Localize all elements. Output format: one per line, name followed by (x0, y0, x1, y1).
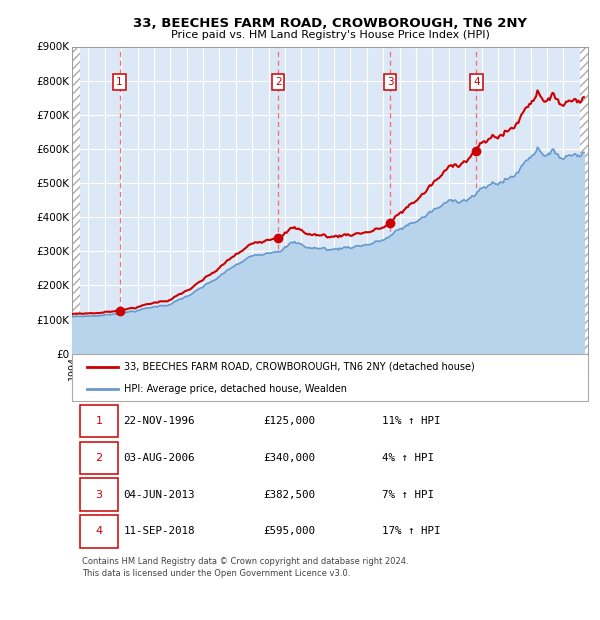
Text: 1: 1 (95, 416, 103, 426)
Text: £595,000: £595,000 (263, 526, 315, 536)
FancyBboxPatch shape (80, 515, 118, 547)
FancyBboxPatch shape (80, 441, 118, 474)
Text: 1: 1 (116, 77, 123, 87)
Text: 17% ↑ HPI: 17% ↑ HPI (382, 526, 440, 536)
Text: HPI: Average price, detached house, Wealden: HPI: Average price, detached house, Weal… (124, 384, 347, 394)
Text: 33, BEECHES FARM ROAD, CROWBOROUGH, TN6 2NY (detached house): 33, BEECHES FARM ROAD, CROWBOROUGH, TN6 … (124, 362, 475, 372)
Text: 11% ↑ HPI: 11% ↑ HPI (382, 416, 440, 426)
Text: £125,000: £125,000 (263, 416, 315, 426)
Text: 7% ↑ HPI: 7% ↑ HPI (382, 490, 434, 500)
Text: 3: 3 (95, 490, 103, 500)
Text: 4: 4 (473, 77, 480, 87)
Text: Price paid vs. HM Land Registry's House Price Index (HPI): Price paid vs. HM Land Registry's House … (170, 30, 490, 40)
Text: Contains HM Land Registry data © Crown copyright and database right 2024.
This d: Contains HM Land Registry data © Crown c… (82, 557, 409, 578)
Bar (72, 46, 80, 353)
Text: £382,500: £382,500 (263, 490, 315, 500)
Text: 03-AUG-2006: 03-AUG-2006 (124, 453, 195, 463)
Text: 3: 3 (387, 77, 394, 87)
FancyBboxPatch shape (80, 405, 118, 437)
Text: £340,000: £340,000 (263, 453, 315, 463)
Text: 04-JUN-2013: 04-JUN-2013 (124, 490, 195, 500)
Text: 4% ↑ HPI: 4% ↑ HPI (382, 453, 434, 463)
FancyBboxPatch shape (80, 479, 118, 511)
Text: 4: 4 (95, 526, 103, 536)
Text: 2: 2 (95, 453, 103, 463)
Bar (580, 46, 588, 353)
Text: 33, BEECHES FARM ROAD, CROWBOROUGH, TN6 2NY: 33, BEECHES FARM ROAD, CROWBOROUGH, TN6 … (133, 17, 527, 30)
Text: 2: 2 (275, 77, 281, 87)
Text: 22-NOV-1996: 22-NOV-1996 (124, 416, 195, 426)
Text: 11-SEP-2018: 11-SEP-2018 (124, 526, 195, 536)
